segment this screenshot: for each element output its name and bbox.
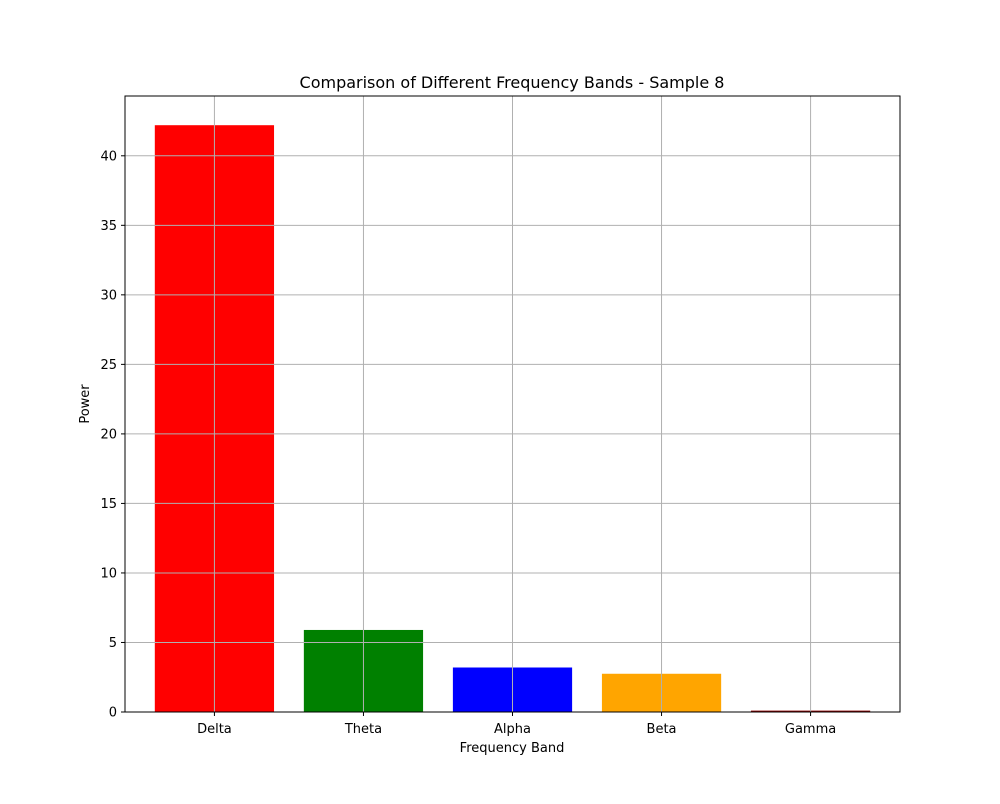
y-tick-label: 10 bbox=[100, 566, 117, 581]
y-tick-label: 5 bbox=[109, 636, 117, 651]
chart-title: Comparison of Different Frequency Bands … bbox=[300, 73, 725, 92]
x-tick-label: Beta bbox=[647, 722, 677, 737]
x-tick-label: Theta bbox=[344, 722, 382, 737]
x-axis-label: Frequency Band bbox=[460, 741, 565, 756]
y-tick-label: 40 bbox=[100, 149, 117, 164]
y-tick-label: 25 bbox=[100, 358, 117, 373]
x-tick-label: Delta bbox=[197, 722, 232, 737]
y-tick-label: 30 bbox=[100, 288, 117, 303]
y-tick-label: 0 bbox=[109, 706, 117, 721]
x-tick-label: Alpha bbox=[494, 722, 531, 737]
axis-ticks: 0 5 10 15 20 25 30 35 40 Delta Theta Alpha Beta Gamma bbox=[100, 149, 836, 737]
y-tick-label: 15 bbox=[100, 497, 117, 512]
y-axis-label: Power bbox=[78, 384, 93, 424]
plot-area-frame bbox=[124, 95, 901, 713]
y-tick-label: 35 bbox=[100, 219, 117, 234]
y-tick-label: 20 bbox=[100, 427, 117, 442]
x-tick-label: Gamma bbox=[785, 722, 836, 737]
